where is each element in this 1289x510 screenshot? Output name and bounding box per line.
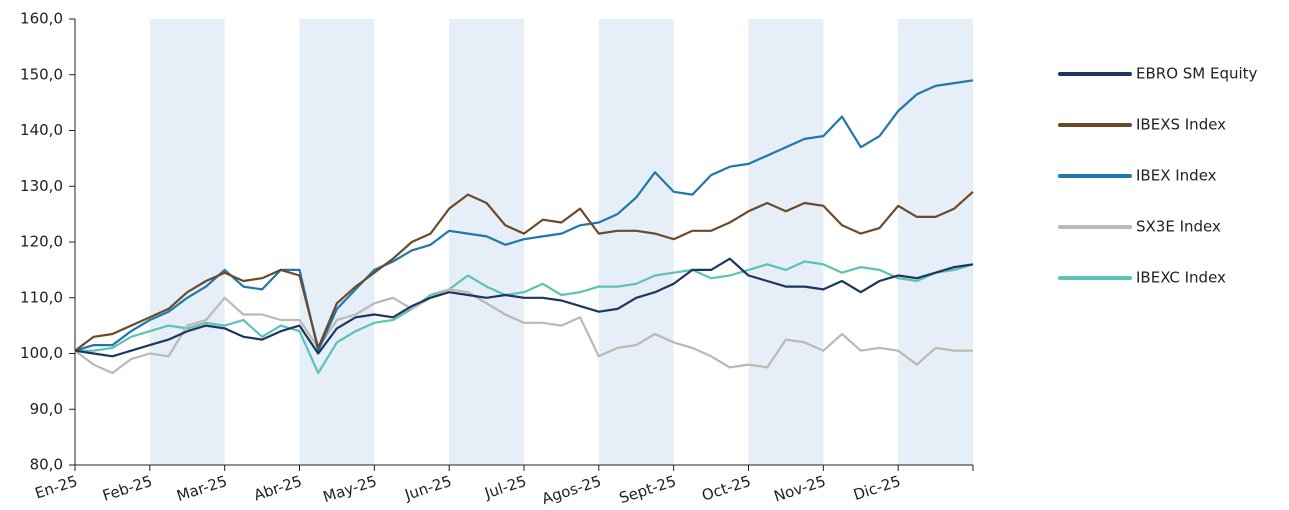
x-tick-label: Dic-25 [851, 472, 903, 504]
x-tick-label: Oct-25 [700, 472, 754, 505]
series-line [74, 257, 974, 358]
month-band [898, 19, 973, 465]
y-tick-label: 120,0 [20, 233, 63, 251]
x-tick-label: Jun-25 [402, 472, 454, 504]
y-tick-label: 90,0 [30, 400, 63, 418]
month-band [748, 19, 824, 465]
x-tick-label: En-25 [33, 472, 80, 503]
x-tick-label: Abr-25 [251, 472, 304, 504]
x-tick-label: Mar-25 [174, 472, 229, 505]
x-tick-label: Agos-25 [540, 472, 604, 508]
y-tick-label: 150,0 [20, 65, 63, 83]
y-tick-label: 110,0 [20, 288, 63, 306]
y-tick-label: 80,0 [30, 456, 63, 474]
y-tick-label: 160,0 [20, 10, 63, 28]
legend-label: IBEXC Index [1136, 269, 1226, 287]
series-line [74, 288, 973, 375]
x-tick-label: Nov-25 [772, 472, 828, 506]
series-line [75, 260, 974, 375]
y-tick-label: 130,0 [20, 177, 63, 195]
legend-label: IBEXS Index [1136, 116, 1226, 134]
legend-label: EBRO SM Equity [1136, 65, 1258, 83]
y-tick-label: 140,0 [20, 121, 63, 139]
month-band [149, 19, 225, 465]
month-bands [149, 19, 973, 465]
series-line [74, 190, 974, 352]
month-band [299, 19, 375, 465]
x-tick-label: Sept-25 [617, 472, 678, 507]
legend: EBRO SM Equity IBEXS Index IBEX Index SX3E … [1058, 65, 1258, 287]
x-tick-label: May-25 [321, 472, 379, 506]
x-tick-label: Feb-25 [100, 472, 154, 505]
series-line [74, 79, 974, 352]
month-band [598, 19, 674, 465]
legend-label: SX3E Index [1136, 218, 1221, 236]
legend-label: IBEX Index [1136, 167, 1217, 185]
plot-lines [74, 79, 974, 375]
x-tick-label: Jul-25 [482, 472, 529, 503]
y-tick-label: 100,0 [20, 344, 63, 362]
